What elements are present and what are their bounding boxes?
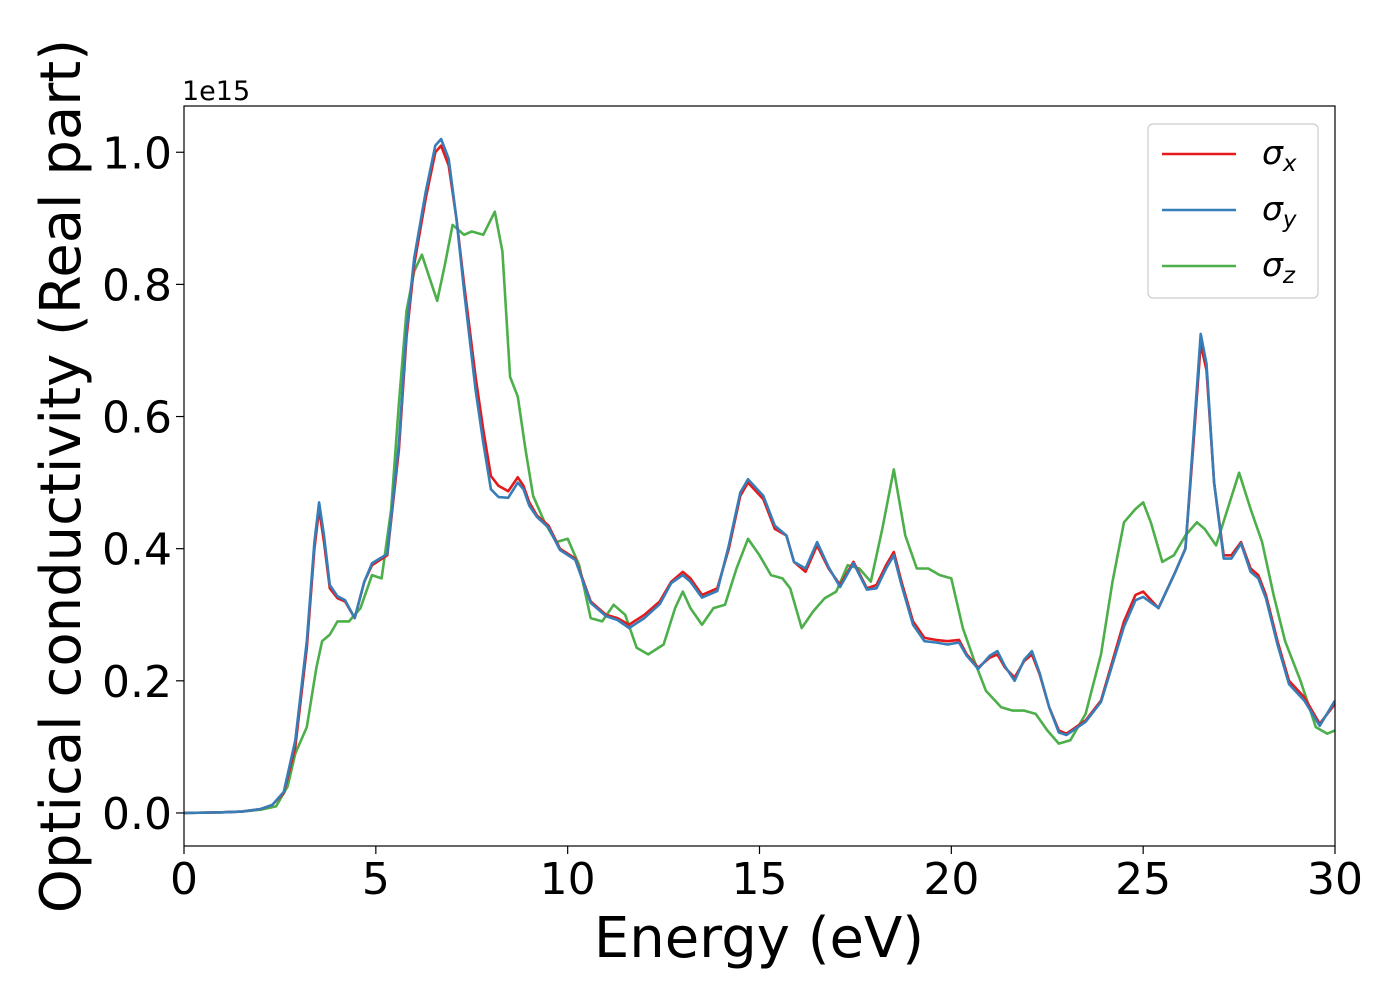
legend: σx σy σz xyxy=(1147,123,1319,299)
y-tick-label: 0.8 xyxy=(102,260,172,311)
y-axis-label: Optical conductivity (Real part) xyxy=(29,39,94,913)
legend-item-y: σy xyxy=(1162,189,1297,233)
legend-label: σy xyxy=(1262,189,1297,233)
x-tick-label: 15 xyxy=(732,854,788,905)
legend-item-z: σz xyxy=(1162,245,1296,289)
series-layer xyxy=(184,137,1335,815)
x-tick-label: 20 xyxy=(923,854,979,905)
legend-item-x: σx xyxy=(1162,133,1297,177)
x-tick-label: 5 xyxy=(362,854,390,905)
y-tick-label: 0.6 xyxy=(102,393,172,444)
y-tick-label: 0.2 xyxy=(102,657,172,708)
x-tick-label: 10 xyxy=(540,854,596,905)
series-line-y xyxy=(184,137,1335,815)
y-tick-label: 0.0 xyxy=(102,789,172,840)
y-offset-label: 1e15 xyxy=(182,76,250,107)
y-tick-label: 1.0 xyxy=(102,128,172,179)
series-line-z xyxy=(184,210,1335,815)
y-axis: 0.0 0.2 0.4 0.6 0.8 1.0 xyxy=(102,128,184,840)
x-axis: 0 5 10 15 20 25 30 xyxy=(170,846,1363,905)
x-tick-label: 30 xyxy=(1307,854,1363,905)
y-tick-label: 0.4 xyxy=(102,525,172,576)
x-axis-label: Energy (eV) xyxy=(594,906,924,971)
legend-label: σz xyxy=(1262,245,1296,289)
x-tick-label: 25 xyxy=(1115,854,1171,905)
legend-label: σx xyxy=(1262,133,1297,177)
x-tick-label: 0 xyxy=(170,854,198,905)
